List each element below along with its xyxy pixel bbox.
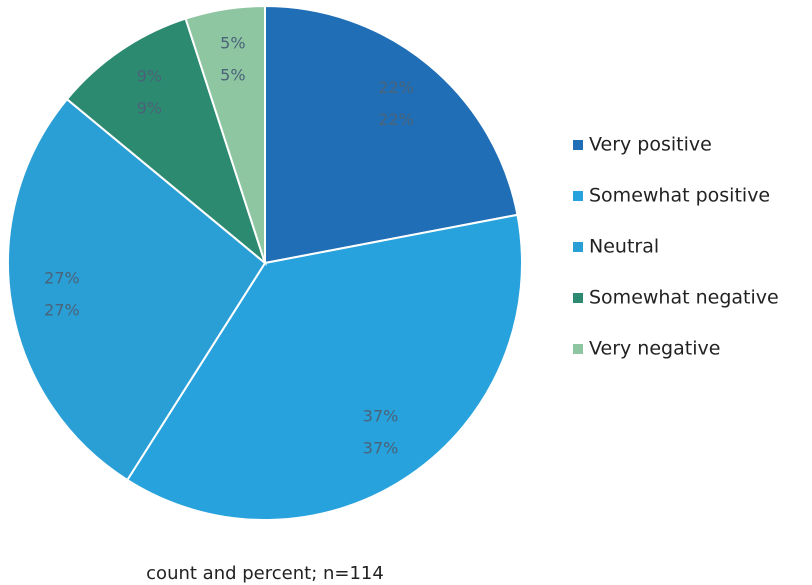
- slice-label: 37%: [363, 439, 399, 458]
- legend-label: Very positive: [589, 134, 712, 156]
- legend-label: Somewhat positive: [589, 185, 770, 207]
- slice-label: 9%: [137, 98, 162, 117]
- caption: count and percent; n=114: [146, 563, 384, 584]
- slice-label: 22%: [378, 78, 414, 97]
- pie-slice: [7, 97, 267, 482]
- slice-label: 27%: [44, 269, 80, 288]
- legend-swatch: [573, 344, 583, 354]
- slice-label: 5%: [220, 65, 245, 84]
- legend-swatch: [573, 140, 583, 150]
- legend-label: Very negative: [589, 338, 720, 360]
- pie-slice: [264, 4, 519, 265]
- pie-slice: [125, 213, 523, 521]
- pie-slice: [184, 4, 266, 264]
- legend-swatch: [573, 242, 583, 252]
- pie-slice: [65, 17, 268, 266]
- slice-label: 9%: [137, 66, 162, 85]
- slice-label: 22%: [378, 110, 414, 129]
- legend-swatch: [573, 191, 583, 201]
- slice-label: 5%: [220, 33, 245, 52]
- slice-label: 27%: [44, 301, 80, 320]
- slice-label: 37%: [363, 407, 399, 426]
- legend-label: Somewhat negative: [589, 287, 779, 309]
- legend-swatch: [573, 293, 583, 303]
- legend-label: Neutral: [589, 236, 659, 258]
